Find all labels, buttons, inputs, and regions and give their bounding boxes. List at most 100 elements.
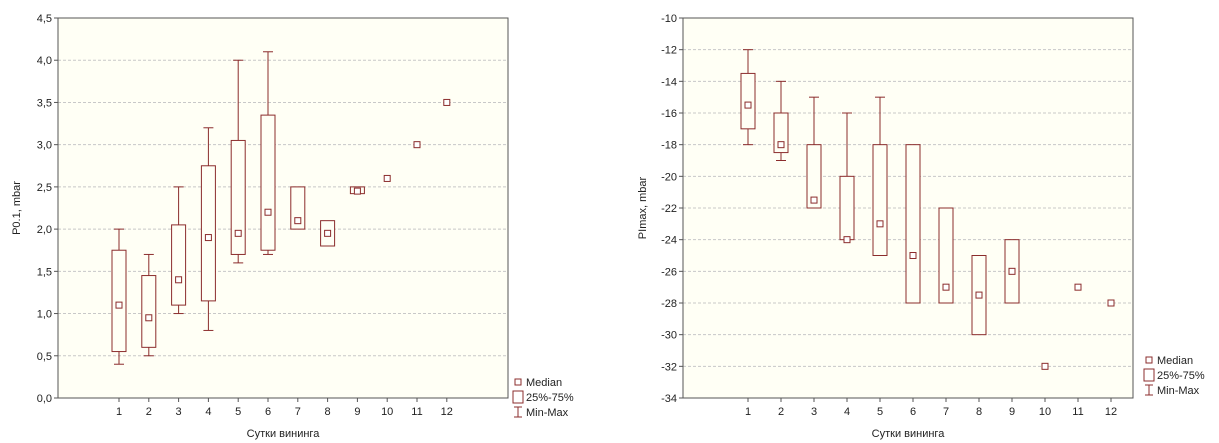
y-tick-label: 3,5 — [37, 97, 52, 109]
y-axis-label: P0.1, mbar — [11, 181, 23, 235]
box-7 — [938, 207, 954, 304]
x-tick-label: 9 — [1009, 406, 1015, 418]
legend-median-swatch — [514, 378, 522, 386]
box-9 — [1004, 239, 1020, 304]
median-marker — [175, 276, 183, 284]
y-tick-label: -12 — [661, 45, 677, 57]
quartile-box — [740, 72, 756, 130]
quartile-box — [839, 175, 855, 241]
y-tick-label: -14 — [661, 76, 677, 88]
median-marker — [413, 141, 421, 149]
x-tick-label: 2 — [146, 406, 152, 418]
quartile-box — [141, 275, 157, 348]
box-11 — [413, 141, 421, 149]
median-marker — [1041, 362, 1049, 370]
x-tick-label: 1 — [116, 406, 122, 418]
x-tick-label: 11 — [1072, 406, 1083, 418]
y-tick-label: -26 — [661, 266, 677, 278]
y-tick-label: -24 — [661, 235, 677, 247]
box-12 — [443, 98, 451, 106]
legend: Median 25%-75% Min-Max — [1143, 355, 1205, 397]
box-1 — [111, 228, 127, 365]
median-marker — [204, 234, 212, 242]
y-tick-label: -32 — [661, 361, 677, 373]
quartile-box — [938, 207, 954, 304]
box-2 — [141, 253, 157, 357]
x-tick-label: 3 — [811, 406, 817, 418]
box-5 — [872, 96, 888, 257]
box-10 — [383, 174, 391, 182]
quartile-box — [260, 114, 276, 251]
x-tick-label: 4 — [844, 406, 850, 418]
x-tick-label: 6 — [265, 406, 271, 418]
box-12 — [1107, 299, 1115, 307]
y-tick-label: 2,0 — [37, 224, 52, 236]
box-4 — [839, 112, 855, 244]
median-marker — [1107, 299, 1115, 307]
legend-quartile-swatch — [512, 390, 524, 404]
box-4 — [200, 127, 216, 331]
legend: Median 25%-75% Min-Max — [512, 377, 574, 419]
median-marker — [145, 314, 153, 322]
x-tick-label: 10 — [1039, 406, 1051, 418]
median-marker — [324, 229, 332, 237]
box-3 — [806, 96, 822, 209]
quartile-box — [111, 249, 127, 353]
y-axis-label: PImax, mbar — [637, 176, 649, 239]
y-tick-label: 1,0 — [37, 309, 52, 321]
x-tick-label: 12 — [1105, 406, 1117, 418]
y-tick-label: 2,5 — [37, 182, 52, 194]
x-tick-label: 7 — [943, 406, 949, 418]
x-axis-label: Сутки вининга — [872, 428, 946, 440]
median-marker — [777, 141, 785, 149]
box-6 — [905, 144, 921, 304]
median-marker — [115, 301, 123, 309]
chart-1: 0,00,51,01,52,02,53,03,54,04,51 2 3 4 5 6 7 8 9 1… — [11, 13, 509, 440]
y-tick-label: 4,5 — [37, 13, 52, 25]
y-tick-label: -18 — [661, 140, 677, 152]
x-tick-label: 4 — [205, 406, 211, 418]
median-marker — [264, 208, 272, 216]
x-tick-label: 5 — [877, 406, 883, 418]
quartile-box — [905, 144, 921, 304]
legend-quartile-label: 25%-75% — [1157, 370, 1205, 382]
plot-frame — [57, 17, 509, 399]
quartile-box — [806, 144, 822, 209]
box-8 — [971, 255, 987, 336]
y-tick-label: -20 — [661, 171, 677, 183]
x-axis-label: Сутки вининга — [247, 428, 321, 440]
y-tick-label: 3,0 — [37, 140, 52, 152]
median-marker — [909, 252, 917, 259]
y-tick-label: 0,5 — [37, 351, 52, 363]
x-tick-label: 7 — [295, 406, 301, 418]
x-tick-label: 10 — [381, 406, 393, 418]
median-marker — [876, 220, 884, 228]
median-marker — [810, 196, 818, 204]
x-tick-label: 9 — [354, 406, 360, 418]
box-11 — [1074, 283, 1082, 291]
box-5 — [230, 59, 246, 264]
quartile-box — [872, 144, 888, 257]
median-marker — [234, 229, 242, 237]
box-8 — [320, 220, 336, 247]
y-tick-label: -30 — [661, 330, 677, 342]
legend-median-label: Median — [1157, 355, 1193, 367]
box-3 — [171, 186, 187, 315]
legend-quartile-label: 25%-75% — [526, 392, 574, 404]
box-1 — [740, 49, 756, 146]
legend-median-swatch — [1145, 356, 1153, 364]
median-marker — [443, 98, 451, 106]
chart-2: -34 -32 -30 -28 -26 -24 -22 -20 -18 -16 -14 -12 -10 1… — [637, 13, 1134, 440]
x-tick-label: 12 — [441, 406, 453, 418]
x-tick-label: 6 — [910, 406, 916, 418]
x-tick-label: 8 — [976, 406, 982, 418]
y-tick-label: 4,0 — [37, 55, 52, 67]
x-tick-label: 3 — [176, 406, 182, 418]
legend-range-label: Min-Max — [1157, 385, 1200, 397]
box-6 — [260, 51, 276, 255]
y-tick-label: -10 — [661, 13, 677, 25]
y-tick-label: -28 — [661, 298, 677, 310]
median-marker — [1074, 283, 1082, 291]
legend-quartile-swatch — [1143, 368, 1155, 382]
box-2 — [773, 80, 789, 161]
